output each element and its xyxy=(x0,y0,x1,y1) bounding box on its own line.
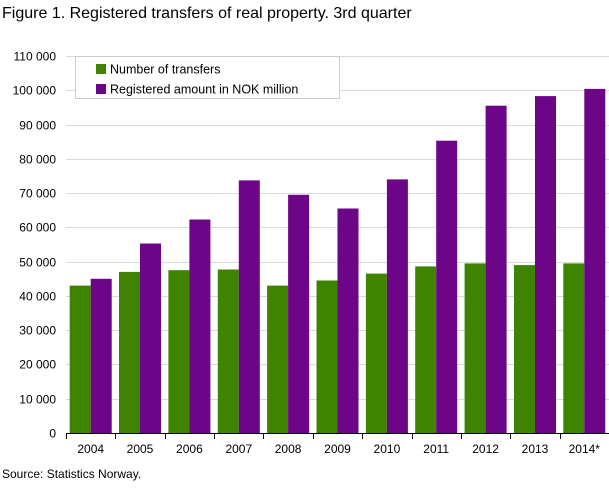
bar-transfers-2012 xyxy=(464,263,486,433)
bar-amount-2004 xyxy=(90,278,112,433)
legend-swatch xyxy=(96,84,106,94)
y-tick-label: 70 000 xyxy=(19,187,56,201)
bar-transfers-2005 xyxy=(119,271,140,433)
y-tick-label: 40 000 xyxy=(19,290,56,304)
x-tick-label: 2004 xyxy=(77,442,104,456)
bar-amount-2012 xyxy=(485,105,507,433)
bar-amount-2011 xyxy=(436,140,458,433)
x-tick-label: 2005 xyxy=(127,442,154,456)
y-tick-label: 90 000 xyxy=(19,119,56,133)
bar-amount-2013 xyxy=(535,96,556,433)
x-tick-label: 2011 xyxy=(423,442,449,456)
x-tick-label: 2007 xyxy=(225,442,252,456)
chart-title: Figure 1. Registered transfers of real p… xyxy=(2,5,412,22)
x-tick-label: 2014* xyxy=(569,442,601,456)
bar-transfers-2007 xyxy=(217,269,239,433)
bar-transfers-2011 xyxy=(415,266,437,433)
source-note: Source: Statistics Norway. xyxy=(2,467,142,481)
bar-amount-2007 xyxy=(238,180,260,433)
x-tick-label: 2010 xyxy=(374,442,401,456)
bar-amount-2005 xyxy=(140,243,161,433)
legend-label: Registered amount in NOK million xyxy=(110,83,298,97)
bar-amount-2009 xyxy=(337,208,359,433)
bar-amount-2006 xyxy=(189,219,211,433)
y-tick-label: 110 000 xyxy=(14,50,57,64)
bar-transfers-2010 xyxy=(365,273,387,433)
x-tick-label: 2006 xyxy=(176,442,203,456)
y-axis-ticks: 0 10 000 20 000 30 000 40 000 50 000 60 000 70 … xyxy=(13,50,57,441)
bar-transfers-2014* xyxy=(563,263,585,433)
y-tick-label: 0 xyxy=(49,427,56,441)
bar-amount-2014* xyxy=(584,88,606,434)
x-tick-label: 2008 xyxy=(275,442,302,456)
bar-transfers-2013 xyxy=(514,265,535,433)
x-axis: 2004 2005 2006 2007 2008 2009 2010 2011 2012 2013… xyxy=(66,433,609,456)
bar-transfers-2008 xyxy=(267,285,289,433)
bar-amount-2010 xyxy=(386,179,408,433)
bars xyxy=(69,88,606,434)
legend-swatch xyxy=(96,64,106,74)
y-tick-label: 80 000 xyxy=(19,153,56,167)
legend: Number of transfers Registered amount in … xyxy=(75,56,340,99)
x-tick-label: 2013 xyxy=(522,442,549,456)
bar-transfers-2009 xyxy=(316,280,338,433)
x-tick-label: 2012 xyxy=(472,442,499,456)
legend-box xyxy=(75,56,340,99)
legend-label: Number of transfers xyxy=(110,63,220,77)
bar-amount-2008 xyxy=(288,194,310,433)
y-tick-label: 20 000 xyxy=(19,358,56,372)
x-tick-label: 2009 xyxy=(324,442,351,456)
y-tick-label: 30 000 xyxy=(19,324,56,338)
y-tick-label: 60 000 xyxy=(19,221,56,235)
y-tick-label: 10 000 xyxy=(19,393,56,407)
y-tick-label: 100 000 xyxy=(13,84,57,98)
bar-transfers-2006 xyxy=(168,270,190,433)
bar-transfers-2004 xyxy=(69,285,91,433)
y-tick-label: 50 000 xyxy=(19,256,56,270)
